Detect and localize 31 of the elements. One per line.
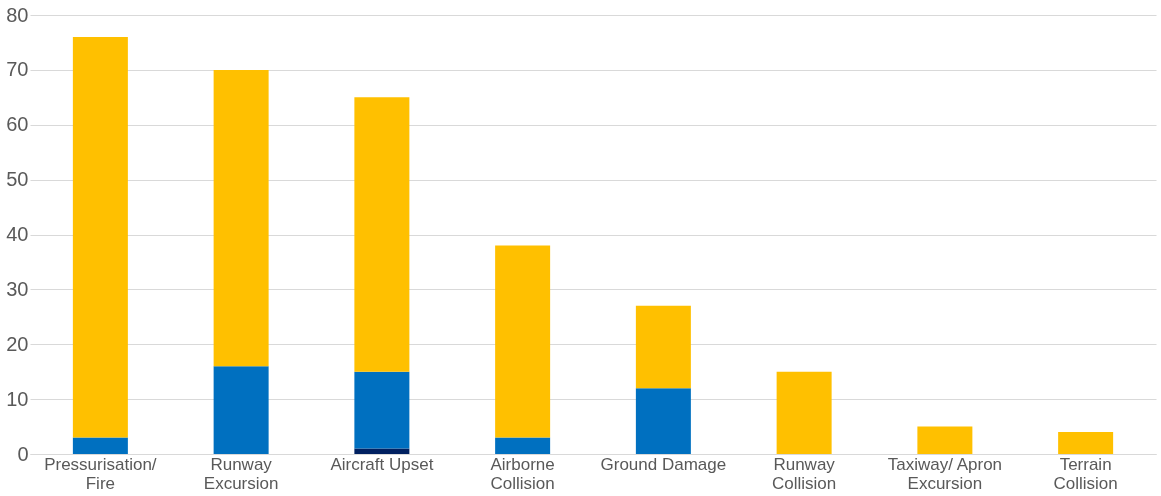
x-tick-label: Ground Damage [600, 454, 727, 474]
bar [72, 437, 128, 454]
bar [635, 305, 691, 389]
bar [635, 388, 691, 454]
y-tick-label: 80 [6, 3, 29, 26]
bar [354, 448, 410, 454]
y-tick-label: 30 [6, 277, 29, 300]
y-tick-label: 10 [6, 387, 29, 410]
bar [72, 36, 128, 438]
bar [354, 371, 410, 449]
y-tick-label: 50 [6, 168, 29, 191]
x-tick-label: Airborne Collision [490, 454, 555, 493]
y-tick-label: 40 [6, 223, 29, 245]
x-tick-label: Runway Excursion [203, 454, 279, 493]
bar [495, 437, 551, 454]
bar [354, 97, 410, 372]
bar [1058, 432, 1114, 454]
x-tick-label: Taxiway/ Apron Excursion [887, 454, 1003, 493]
y-tick-label: 70 [6, 58, 29, 81]
bar [213, 69, 269, 367]
y-tick-label: 0 [17, 442, 29, 465]
x-tick-label: Aircraft Upset [330, 454, 434, 474]
y-tick-label: 20 [6, 332, 29, 355]
x-tick-label: Terrain Collision [1053, 454, 1118, 493]
bar [495, 245, 551, 438]
bar [776, 371, 832, 454]
y-tick-label: 60 [6, 113, 29, 136]
bar [917, 426, 973, 454]
x-tick-label: Pressurisation/ Fire [44, 454, 157, 493]
x-tick-label: Runway Collision [772, 454, 837, 493]
bar [213, 366, 269, 454]
